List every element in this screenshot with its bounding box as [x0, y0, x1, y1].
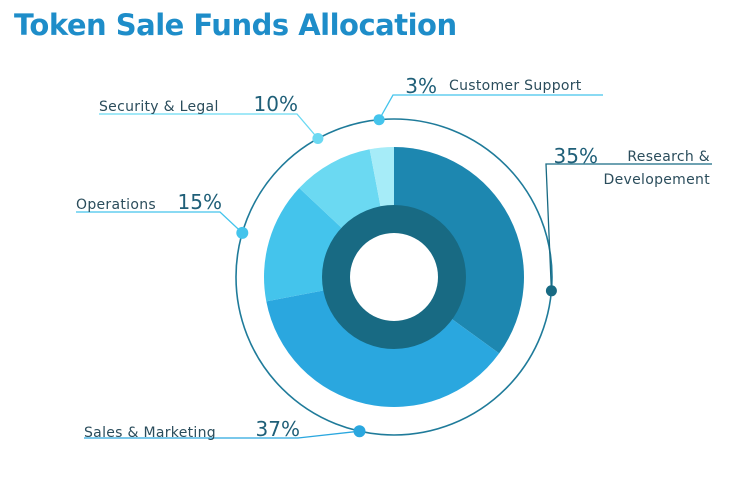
leader-line-customer-support [378, 94, 603, 121]
category-label-sales-marketing: Sales & Marketing [84, 425, 216, 441]
leader-line-sales-marketing [84, 430, 360, 439]
marker-dot-research-development [545, 285, 557, 297]
leader-line-research-development [545, 163, 712, 291]
value-label-operations: 15% [178, 190, 222, 214]
outer-ring [235, 118, 553, 436]
value-label-customer-support: 3% [405, 74, 437, 98]
marker-dot-operations [236, 226, 249, 239]
category-label-research-development-line-2: Developement [604, 172, 711, 188]
category-label-security-legal: Security & Legal [99, 99, 219, 115]
value-label-security-legal: 10% [254, 92, 298, 116]
leader-line-security-legal [99, 113, 319, 139]
marker-dot-customer-support [373, 114, 385, 126]
category-label-research-development-line-1: Research & [627, 149, 710, 165]
value-label-research-development: 35% [554, 144, 598, 168]
leader-line-operations [76, 211, 243, 234]
marker-dot-sales-marketing [353, 425, 366, 438]
value-label-sales-marketing: 37% [256, 417, 300, 441]
category-label-operations: Operations [76, 197, 156, 213]
chart-title: Token Sale Funds Allocation [14, 8, 457, 42]
marker-dot-security-legal [312, 133, 324, 144]
category-label-customer-support: Customer Support [449, 78, 582, 94]
donut-hole [350, 233, 438, 321]
